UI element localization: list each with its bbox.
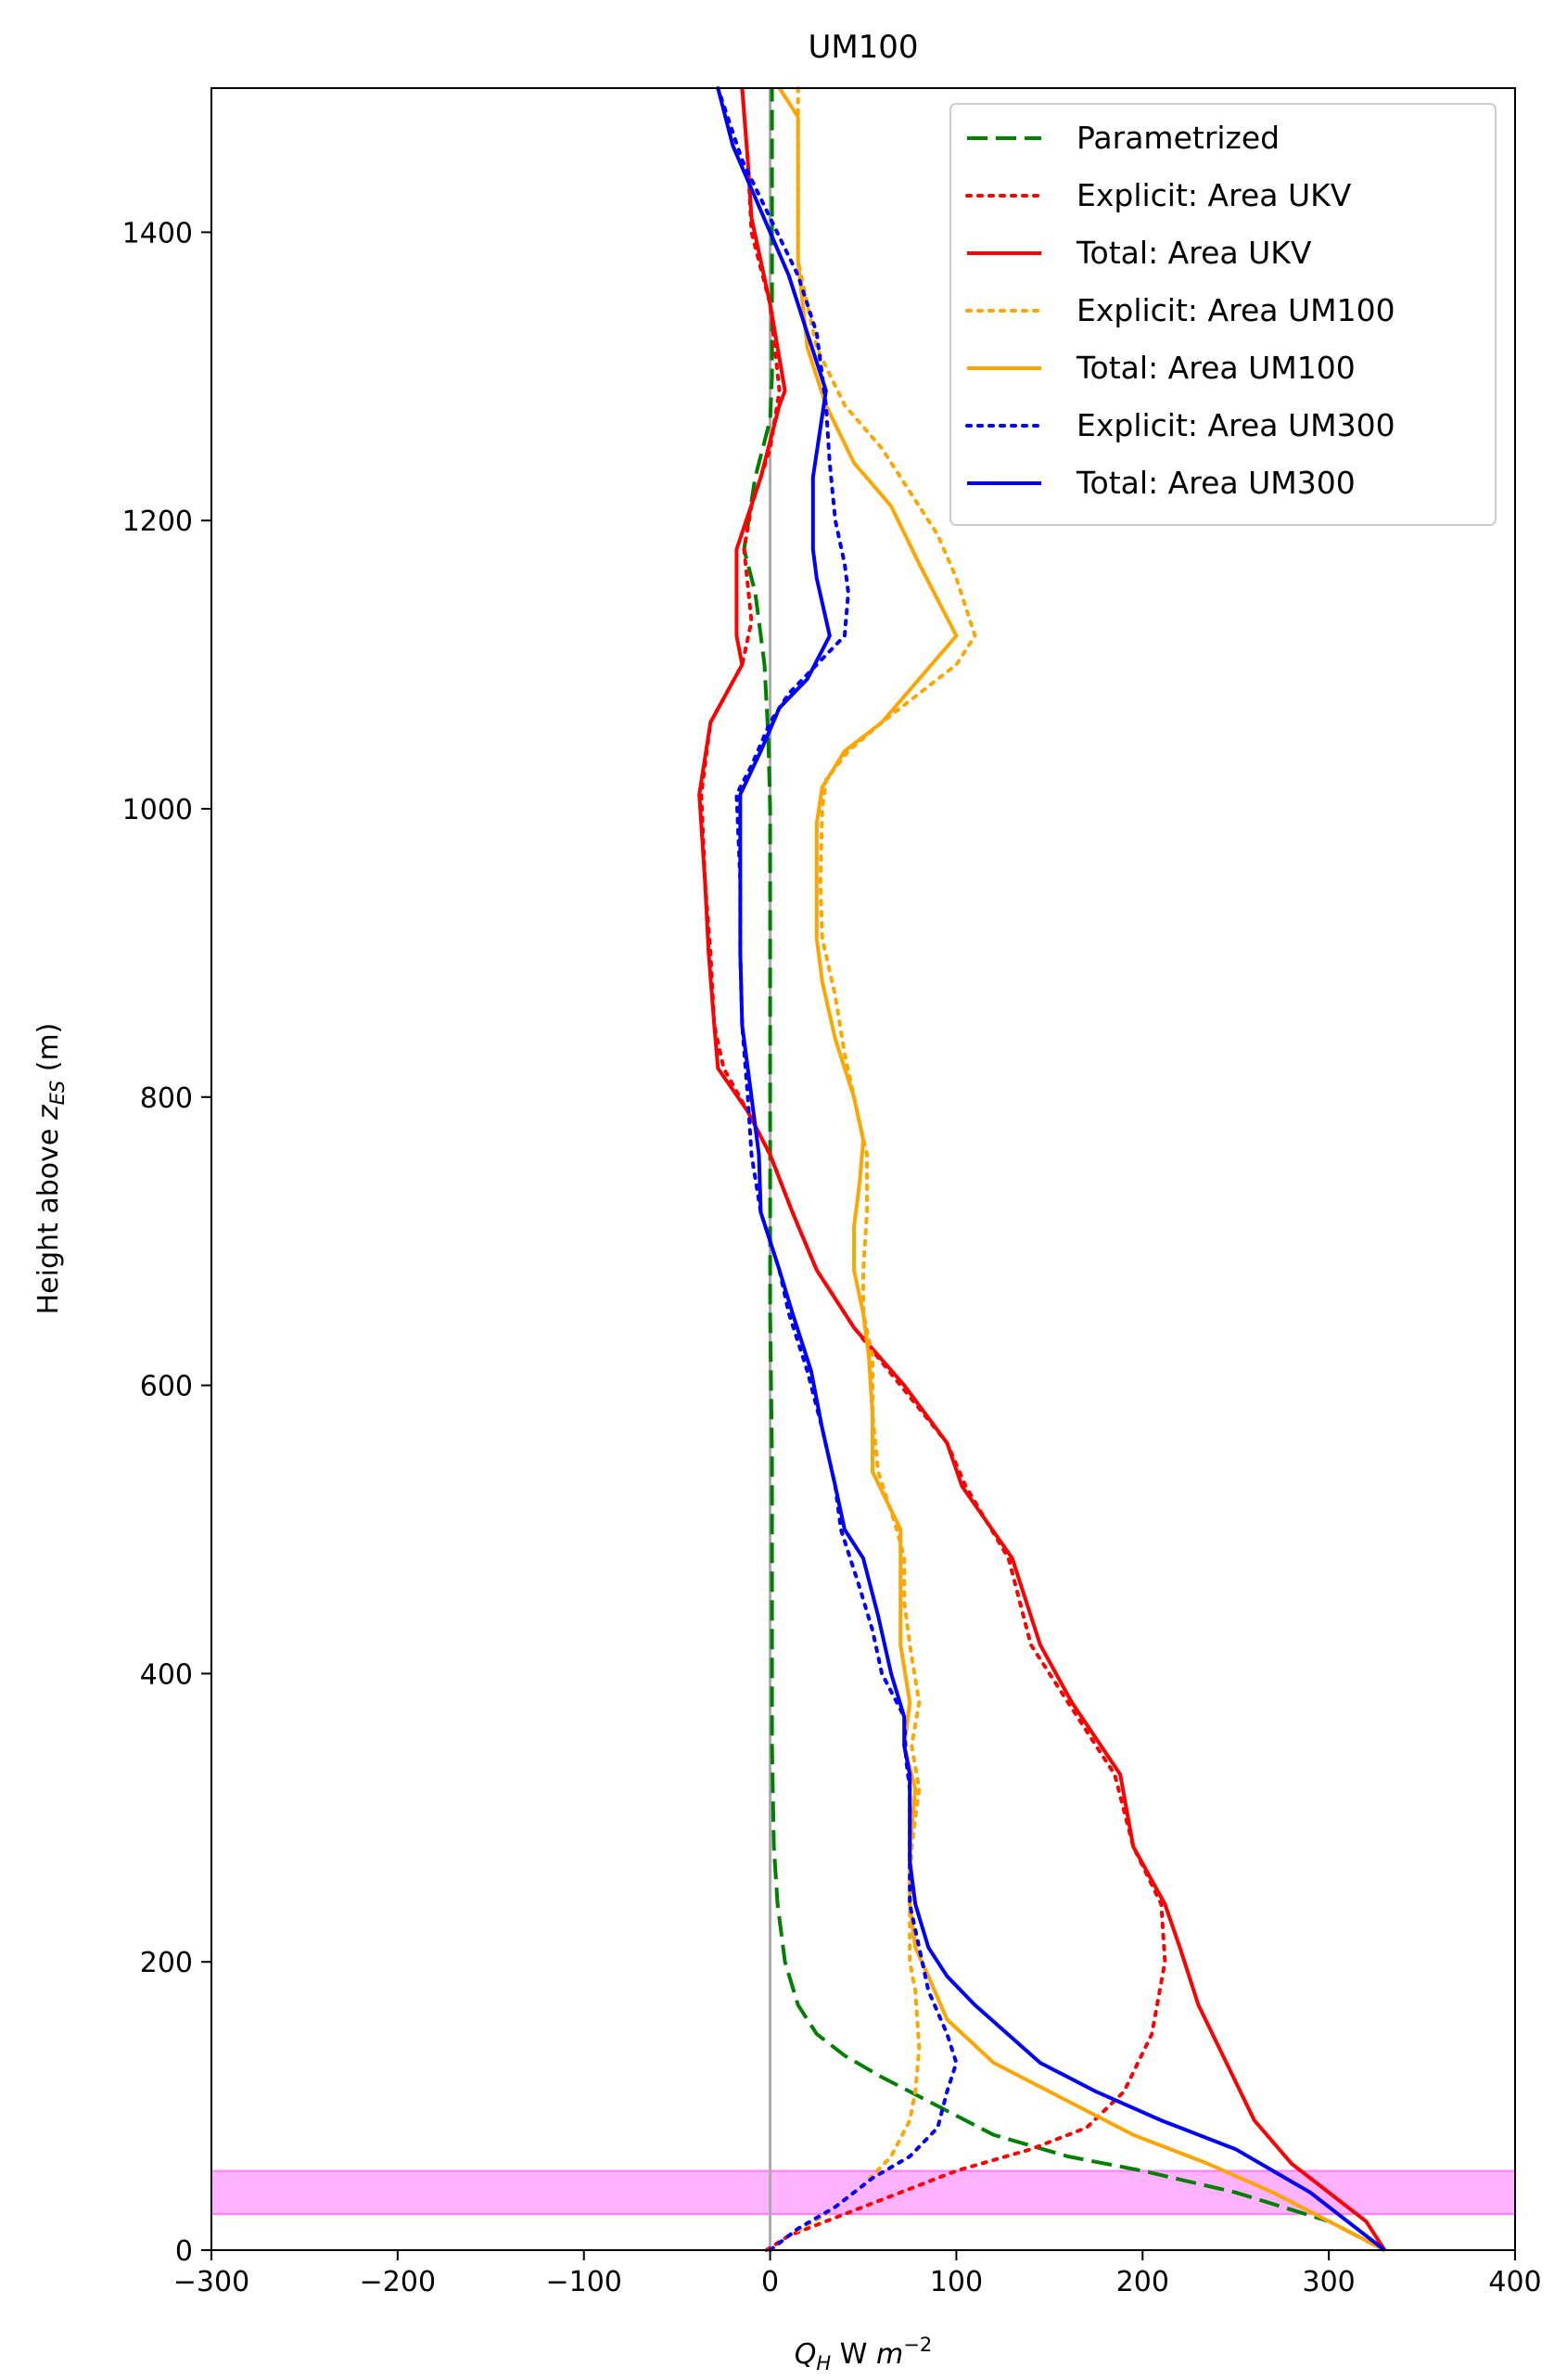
x-label-space-2	[867, 2338, 876, 2371]
legend-label: Explicit: Area UKV	[1077, 177, 1352, 213]
legend-label: Explicit: Area UM300	[1077, 407, 1395, 443]
y-tick-label: 1200	[122, 505, 193, 538]
highlight-band-layer	[210, 2169, 1516, 2216]
x-axis-label: QH W m−2	[795, 2334, 932, 2374]
y-axis-label: Height above zES (m)	[32, 1023, 69, 1315]
series-line-0	[742, 88, 1386, 2252]
x-tick-label: −300	[173, 2266, 249, 2298]
x-tick-label: −100	[546, 2266, 622, 2298]
y-label-units: (m)	[32, 1023, 65, 1081]
x-label-unit-var: m	[876, 2338, 903, 2371]
legend-label: Total: Area UM100	[1076, 350, 1356, 386]
series-line-1	[699, 86, 1167, 2252]
legend: Parametrized Explicit: Area UKV Total: Are…	[949, 103, 1497, 526]
y-tick-label: 600	[140, 1371, 193, 1403]
legend-label: Explicit: Area UM100	[1077, 292, 1395, 328]
plot-frame	[210, 87, 1516, 2251]
legend-label: Total: Area UKV	[1076, 235, 1312, 271]
y-tick-label: 0	[175, 2235, 193, 2268]
x-label-unit-exp: −2	[903, 2334, 932, 2356]
y-axis-ticks: 0 200 400 600 800 1000 1200 1400	[122, 217, 211, 2268]
y-tick-label: 800	[140, 1082, 193, 1115]
legend-box	[949, 103, 1497, 526]
x-tick-label: 300	[1303, 2266, 1356, 2298]
legend-label: Parametrized	[1077, 120, 1280, 156]
y-label-var: z	[32, 1104, 65, 1120]
y-axis-label-group: Height above zES (m)	[32, 1023, 69, 1315]
y-tick-label: 1400	[122, 217, 193, 250]
legend-label: Total: Area UM300	[1076, 465, 1356, 501]
highlight-band	[210, 2169, 1516, 2216]
y-label-main: Height above	[32, 1120, 65, 1314]
series-line-6	[716, 87, 1386, 2252]
series-line-3	[768, 86, 977, 2252]
y-label-sub: ES	[46, 1081, 69, 1106]
x-tick-label: 400	[1488, 2266, 1541, 2298]
x-label-var: Q	[795, 2338, 817, 2371]
series-line-4	[777, 86, 1386, 2252]
x-label-space	[831, 2338, 840, 2371]
x-tick-label: 200	[1116, 2266, 1169, 2298]
series-layer	[697, 86, 1387, 2252]
x-label-units: W	[840, 2338, 868, 2371]
x-label-sub: H	[816, 2352, 831, 2374]
y-tick-label: 1000	[122, 794, 193, 826]
chart-title: UM100	[808, 29, 918, 66]
series-line-2	[697, 87, 1387, 2252]
y-tick-label: 400	[140, 1658, 193, 1691]
x-tick-label: 0	[761, 2266, 779, 2298]
series-line-5	[716, 86, 959, 2252]
x-tick-label: −200	[360, 2266, 436, 2298]
x-tick-label: 100	[930, 2266, 983, 2298]
x-axis-ticks: −300 −200 −100 0 100 200 300 400	[173, 2250, 1542, 2298]
y-tick-label: 200	[140, 1947, 193, 1979]
